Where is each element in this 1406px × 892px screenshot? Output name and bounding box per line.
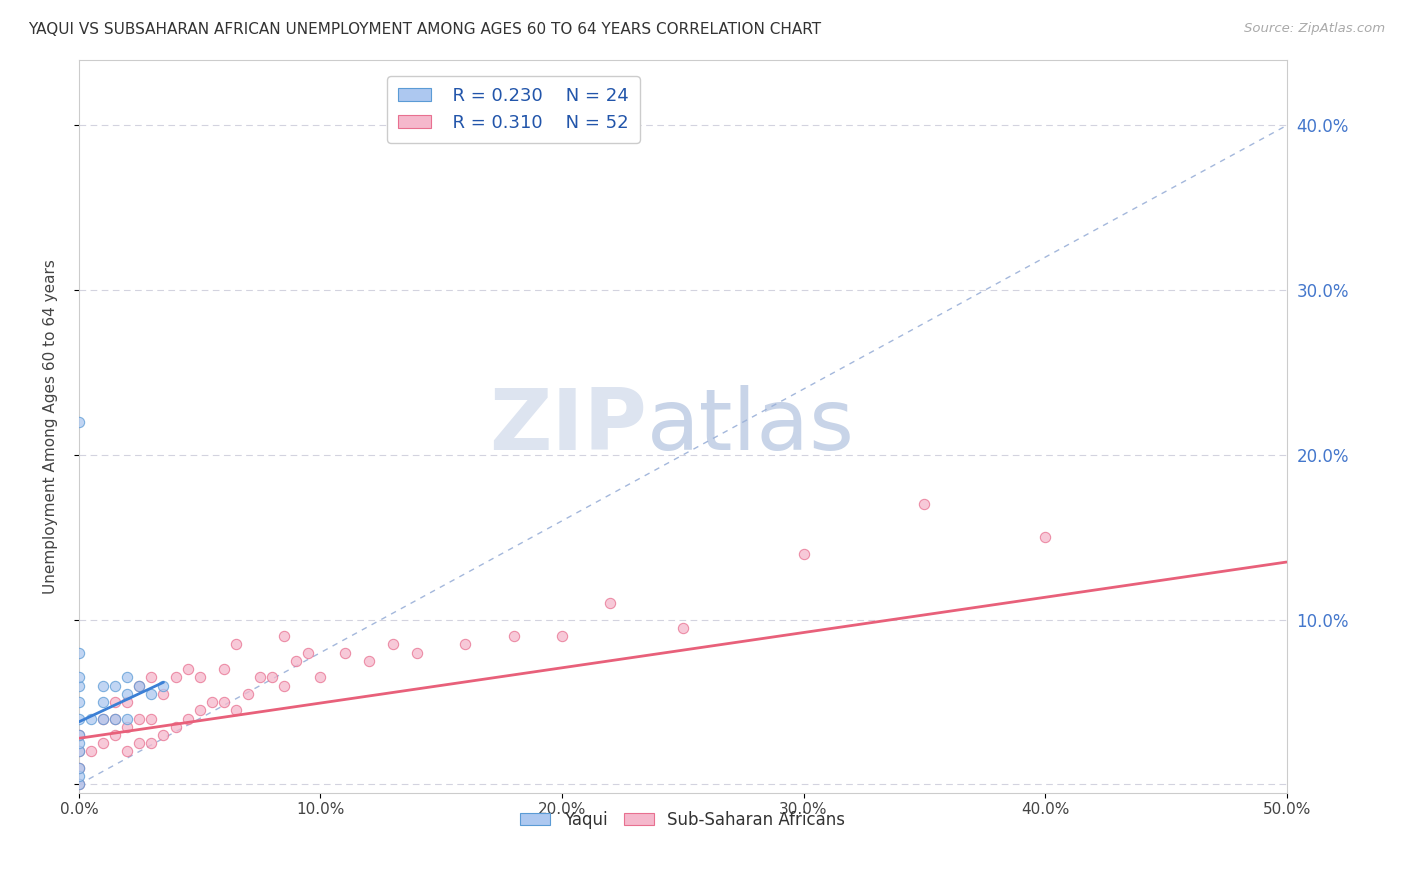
Point: [141, 670, 163, 684]
Point: [212, 662, 235, 676]
Point: [188, 670, 211, 684]
Text: YAQUI VS SUBSAHARAN AFRICAN UNEMPLOYMENT AMONG AGES 60 TO 64 YEARS CORRELATION C: YAQUI VS SUBSAHARAN AFRICAN UNEMPLOYMENT…: [28, 22, 821, 37]
Point: [225, 703, 247, 717]
Point: [117, 687, 139, 701]
Point: [152, 728, 174, 742]
Point: [201, 695, 224, 709]
Point: [225, 637, 247, 651]
Point: [551, 629, 574, 643]
Point: [117, 744, 139, 758]
Point: [104, 695, 127, 709]
Point: [104, 712, 127, 726]
Point: [1033, 530, 1056, 544]
Point: [297, 646, 319, 660]
Point: [80, 712, 103, 726]
Legend: Yaqui, Sub-Saharan Africans: Yaqui, Sub-Saharan Africans: [513, 805, 852, 836]
Point: [67, 777, 90, 791]
Text: atlas: atlas: [647, 384, 855, 467]
Point: [67, 761, 90, 775]
Y-axis label: Unemployment Among Ages 60 to 64 years: Unemployment Among Ages 60 to 64 years: [44, 259, 58, 593]
Point: [309, 670, 332, 684]
Point: [273, 629, 295, 643]
Point: [128, 679, 150, 693]
Point: [141, 687, 163, 701]
Point: [141, 712, 163, 726]
Text: ZIP: ZIP: [489, 384, 647, 467]
Point: [176, 662, 198, 676]
Point: [165, 670, 187, 684]
Point: [128, 736, 150, 750]
Point: [333, 646, 356, 660]
Point: [67, 728, 90, 742]
Point: [67, 695, 90, 709]
Point: [117, 712, 139, 726]
Point: [128, 712, 150, 726]
Point: [141, 736, 163, 750]
Point: [454, 637, 477, 651]
Point: [67, 744, 90, 758]
Point: [67, 728, 90, 742]
Point: [249, 670, 271, 684]
Point: [117, 695, 139, 709]
Point: [262, 670, 284, 684]
Point: [91, 695, 114, 709]
Point: [80, 744, 103, 758]
Point: [67, 670, 90, 684]
Point: [67, 769, 90, 783]
Point: [67, 736, 90, 750]
Point: [104, 728, 127, 742]
Point: [91, 712, 114, 726]
Point: [793, 547, 815, 561]
Point: [406, 646, 429, 660]
Point: [67, 646, 90, 660]
Point: [104, 712, 127, 726]
Point: [212, 695, 235, 709]
Point: [672, 621, 695, 635]
Point: [599, 596, 621, 610]
Point: [285, 654, 308, 668]
Point: [188, 703, 211, 717]
Point: [91, 736, 114, 750]
Point: [104, 679, 127, 693]
Point: [152, 679, 174, 693]
Point: [67, 712, 90, 726]
Point: [128, 679, 150, 693]
Point: [236, 687, 259, 701]
Point: [176, 712, 198, 726]
Point: [117, 670, 139, 684]
Point: [165, 720, 187, 734]
Text: Source: ZipAtlas.com: Source: ZipAtlas.com: [1244, 22, 1385, 36]
Point: [381, 637, 404, 651]
Point: [502, 629, 524, 643]
Point: [91, 679, 114, 693]
Point: [67, 415, 90, 429]
Point: [67, 777, 90, 791]
Point: [152, 687, 174, 701]
Point: [67, 744, 90, 758]
Point: [357, 654, 380, 668]
Point: [912, 497, 935, 511]
Point: [67, 761, 90, 775]
Point: [273, 679, 295, 693]
Point: [67, 679, 90, 693]
Point: [117, 720, 139, 734]
Point: [91, 712, 114, 726]
